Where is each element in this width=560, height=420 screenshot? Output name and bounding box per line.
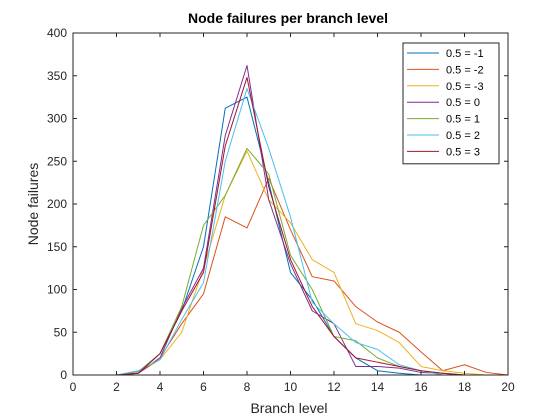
x-tick-label: 2: [113, 380, 120, 394]
x-tick-label: 0: [70, 380, 77, 394]
legend-label-6: 0.5 = 2: [446, 130, 480, 142]
series-layer: [94, 64, 509, 376]
y-tick-label: 400: [47, 26, 67, 40]
y-tick-label: 200: [47, 197, 67, 211]
legend: 0.5 = -1 0.5 = -2 0.5 = -3 0.5 = 0 0.5 = 1 0.…: [402, 42, 500, 165]
y-tick-label: 250: [47, 154, 67, 168]
series-line-3: [94, 150, 508, 376]
x-tick-label: 20: [501, 380, 515, 394]
x-tick-label: 12: [327, 380, 341, 394]
y-tick-label: 350: [47, 69, 67, 83]
y-tick-label: 50: [54, 325, 68, 339]
legend-label-4: 0.5 = 0: [446, 97, 480, 109]
y-tick-label: 0: [60, 368, 67, 382]
legend-label-3: 0.5 = -3: [446, 81, 484, 93]
chart-title: Node failures per branch level: [188, 10, 388, 26]
x-tick-label: 16: [414, 380, 428, 394]
legend-label-1: 0.5 = -1: [446, 48, 484, 60]
y-tick-label: 100: [47, 283, 67, 297]
legend-label-2: 0.5 = -2: [446, 64, 484, 76]
axes-layer: 0 2 4 6 8 10 12 14 16 18 2005010015020025030035040…: [47, 26, 515, 394]
x-tick-label: 4: [157, 380, 164, 394]
series-line-6: [94, 88, 508, 376]
y-axis-label: Node failures: [25, 163, 41, 246]
y-tick-label: 150: [47, 240, 67, 254]
series-line-7: [94, 76, 508, 376]
legend-label-7: 0.5 = 3: [446, 146, 480, 158]
x-tick-label: 18: [458, 380, 472, 394]
x-tick-label: 8: [244, 380, 251, 394]
legend-box: [402, 42, 500, 165]
x-axis-label: Branch level: [250, 400, 327, 416]
legend-label-5: 0.5 = 1: [446, 114, 480, 126]
x-tick-label: 14: [371, 380, 385, 394]
x-tick-label: 10: [284, 380, 298, 394]
x-tick-label: 6: [200, 380, 207, 394]
y-tick-label: 300: [47, 112, 67, 126]
